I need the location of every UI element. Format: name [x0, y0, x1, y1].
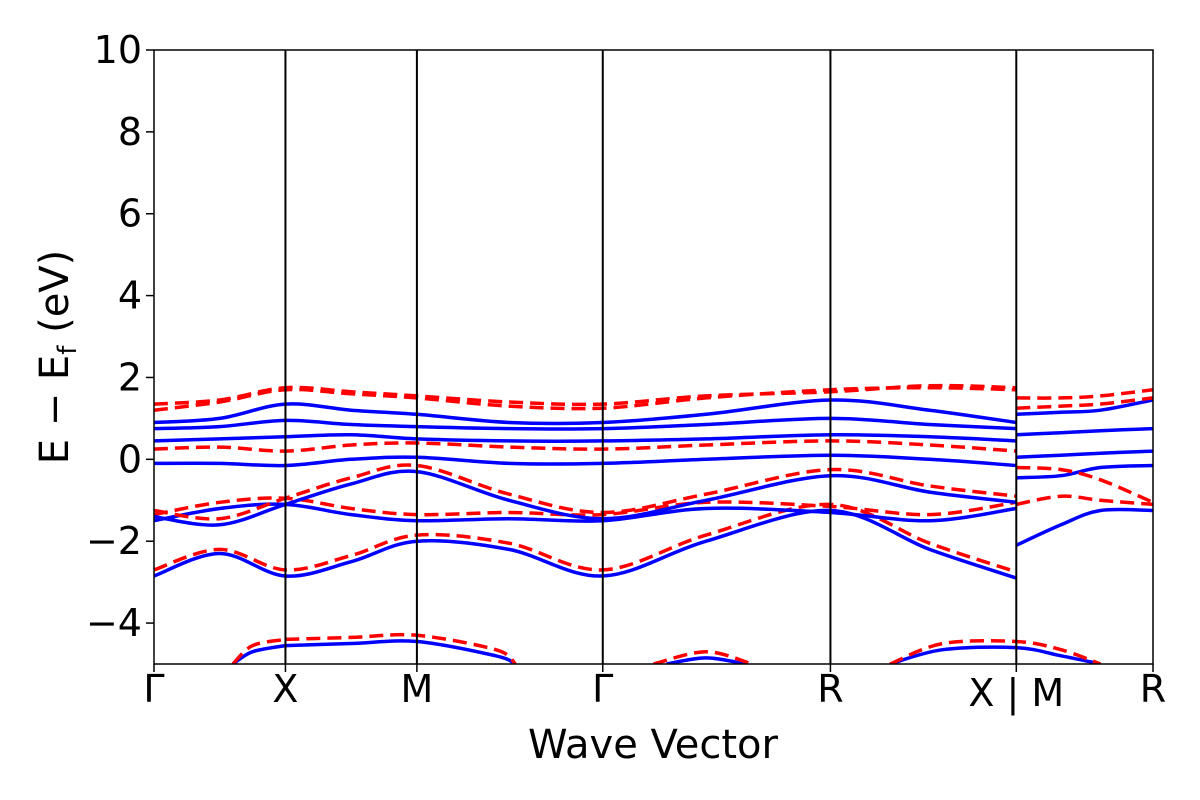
band-line-spin-down [154, 502, 1017, 574]
x-tick-label: Γ [592, 667, 613, 711]
band-line-spin-up [154, 469, 1017, 527]
band-line-spin-down [285, 632, 517, 664]
x-tick-label: X [272, 667, 298, 711]
y-tick-label: 10 [94, 28, 142, 72]
band-line-spin-up [1016, 449, 1153, 460]
band-line-spin-up [1015, 507, 1153, 547]
band-line-spin-down [154, 383, 1017, 407]
plot-frame [153, 49, 1154, 665]
band-line-spin-up [1016, 426, 1153, 437]
band-line-spin-up [154, 432, 1017, 443]
band-line-spin-up [154, 508, 1017, 580]
x-tick-label: R [1140, 667, 1166, 711]
band-line-spin-up [154, 416, 1017, 431]
x-tick-label: X | M [968, 671, 1064, 716]
x-tick-label: R [817, 667, 843, 711]
y-tick-label: 0 [118, 437, 142, 481]
x-tick-label: M [400, 667, 433, 711]
band-line-spin-down [889, 638, 1102, 664]
band-line-spin-down [154, 385, 1017, 412]
y-axis-ticks: −4 −2 0 2 4 6 8 10 [86, 28, 154, 645]
x-axis-ticks: Γ X M Γ R X | M R [143, 664, 1166, 716]
band-line-spin-down [231, 637, 286, 664]
band-line-spin-down [1016, 465, 1153, 504]
y-tick-label: 6 [118, 192, 142, 236]
band-line-spin-up [154, 398, 1017, 426]
band-line-spin-up [666, 656, 746, 664]
y-axis-label-main: E − E [32, 355, 78, 465]
band-line-spin-up [154, 453, 1017, 468]
y-axis-label: E − Ef (eV) [32, 250, 83, 465]
plot-area [154, 50, 1153, 664]
y-axis-label-unit: (eV) [32, 250, 78, 346]
band-line-spin-down [154, 463, 1017, 521]
band-lines [154, 383, 1153, 664]
band-line-spin-down [154, 439, 1017, 453]
band-line-spin-up [154, 502, 1017, 523]
band-line-spin-down [154, 496, 1017, 517]
y-axis-label-subscript: f [53, 345, 83, 355]
band-line-spin-down [1015, 494, 1153, 507]
x-axis-label: Wave Vector [528, 722, 779, 768]
band-line-spin-down [1016, 387, 1153, 400]
y-tick-label: −4 [86, 601, 142, 645]
y-tick-label: 2 [118, 355, 142, 399]
band-line-spin-down [653, 649, 753, 664]
y-tick-label: 4 [118, 274, 142, 318]
x-tick-label: Γ [143, 667, 164, 711]
band-line-spin-up [1016, 398, 1153, 417]
y-tick-label: −2 [86, 519, 142, 563]
y-tick-label: 8 [118, 110, 142, 154]
band-line-spin-down [1016, 396, 1153, 410]
